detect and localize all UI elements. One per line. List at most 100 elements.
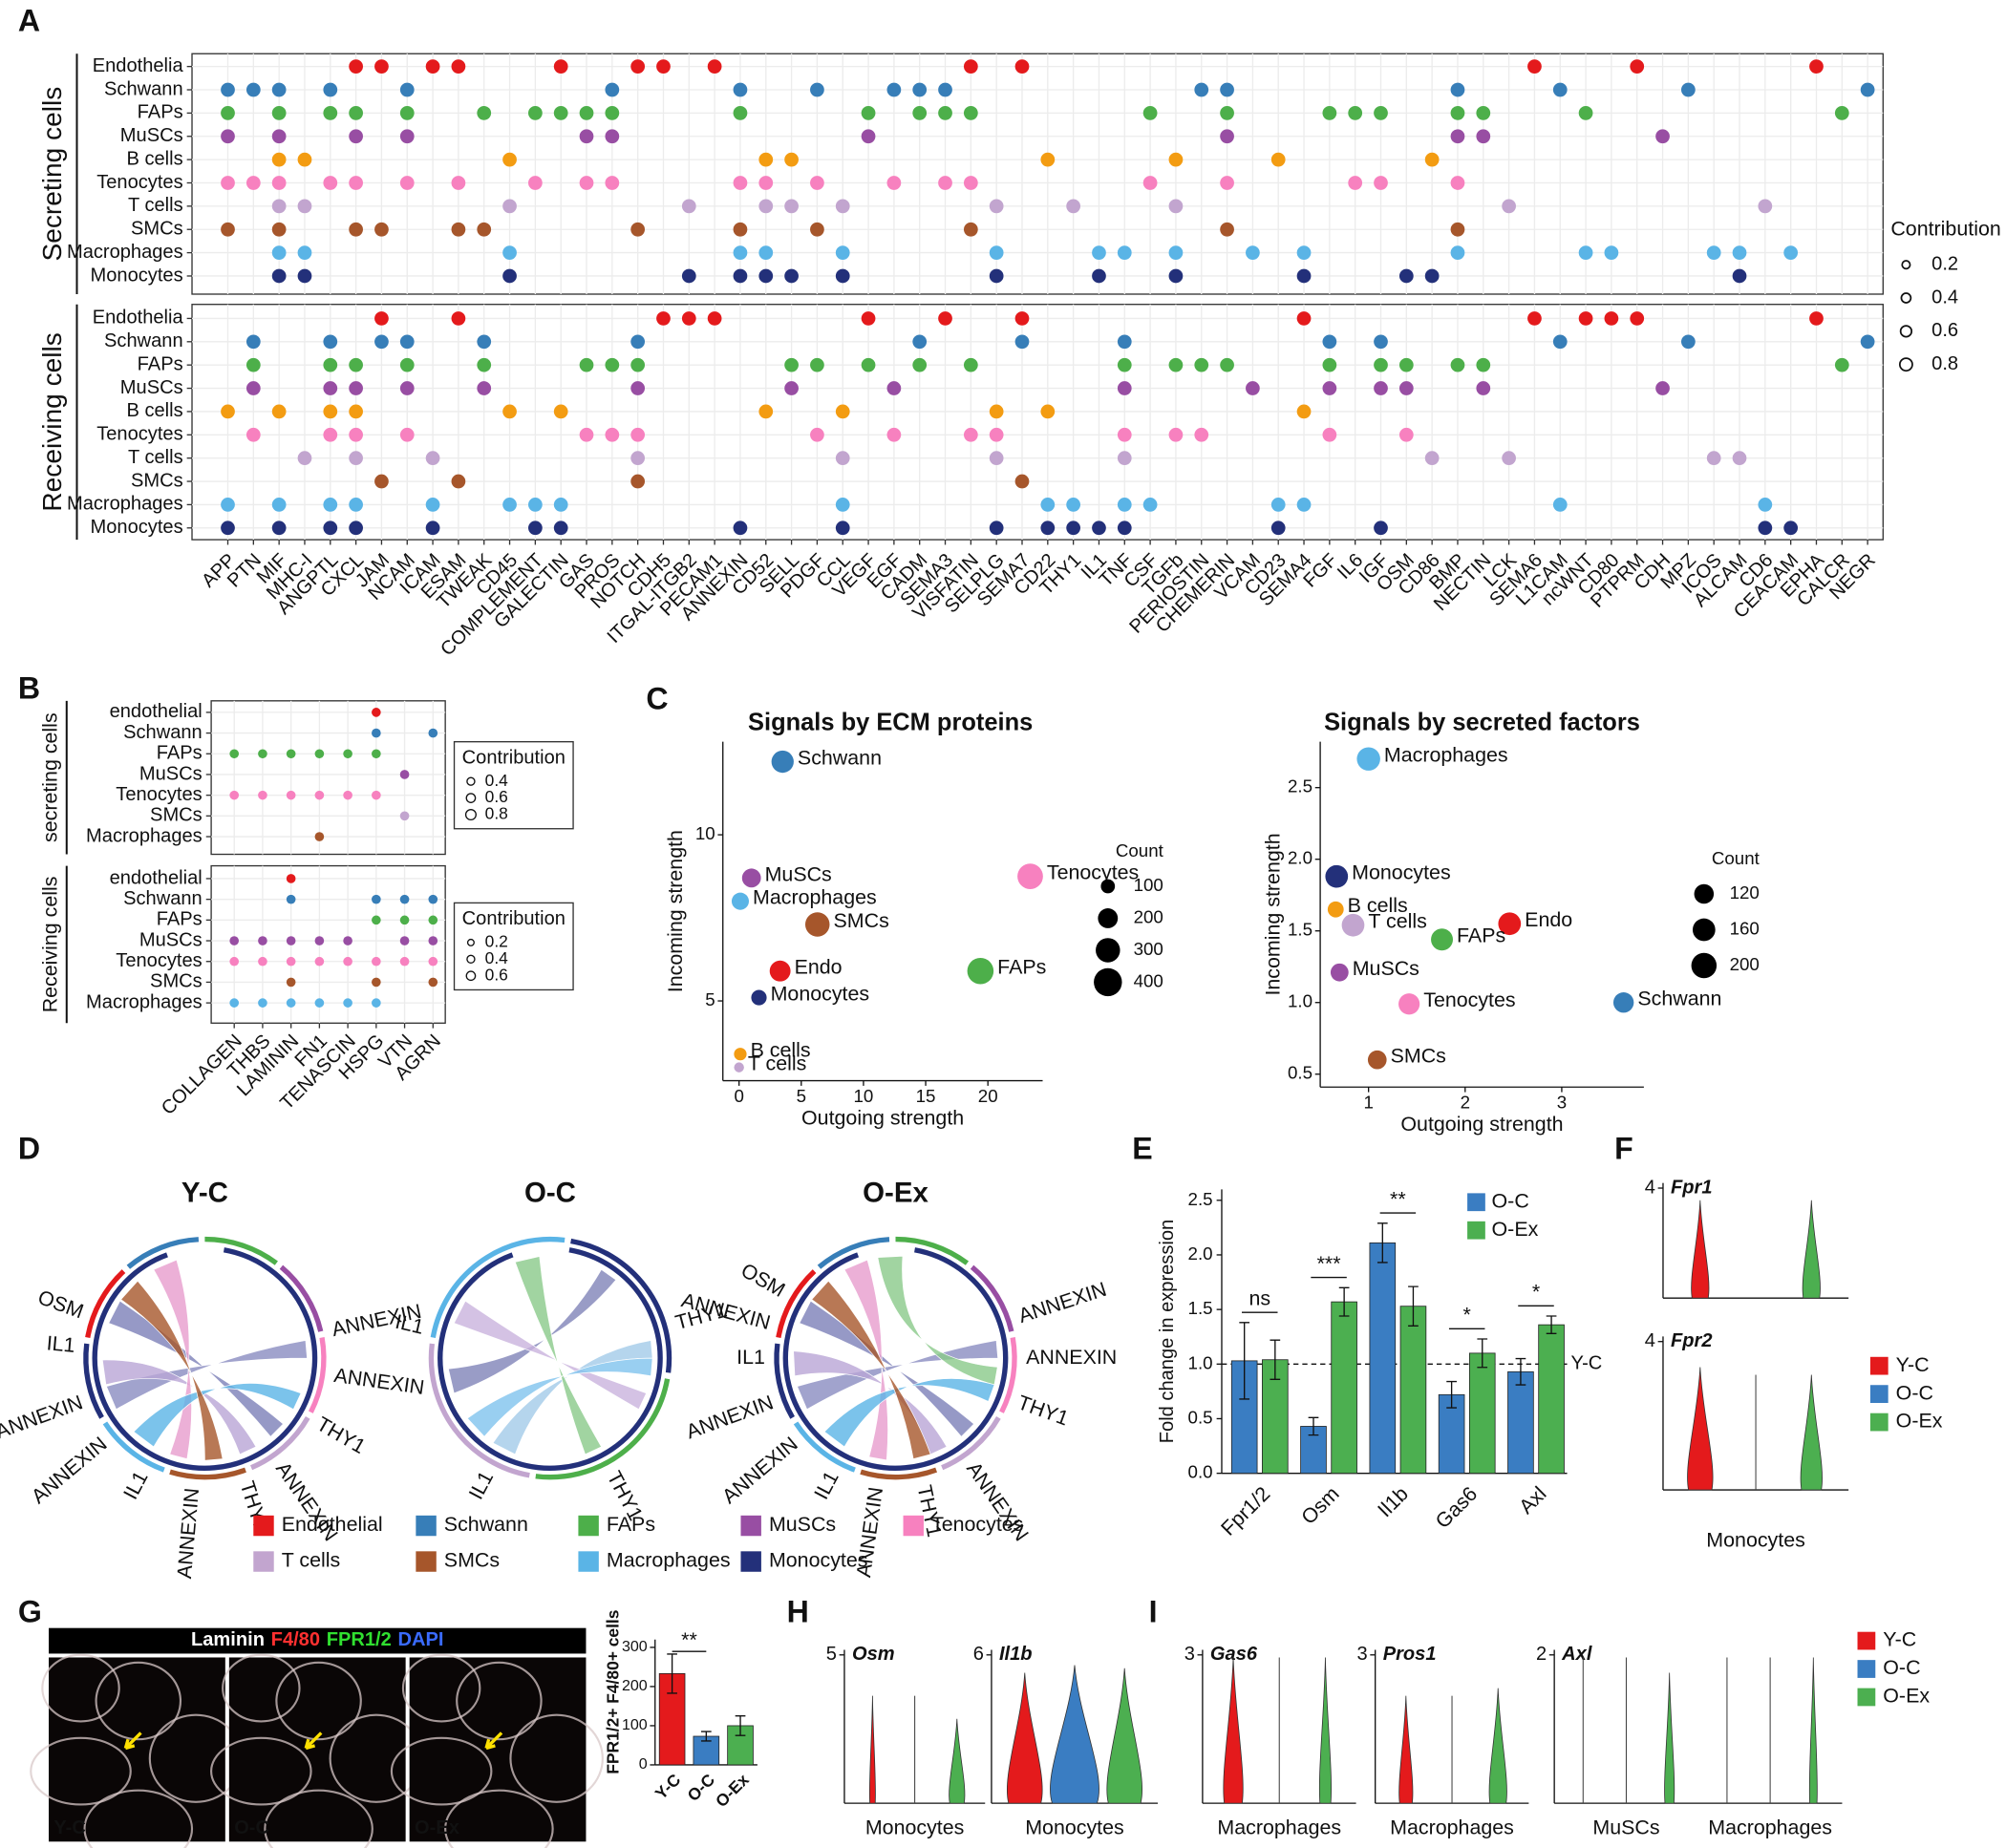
gene-label: Fpr2 xyxy=(1671,1330,1713,1351)
x-tick-label: Monocytes xyxy=(1025,1816,1124,1839)
outer-ring xyxy=(895,1236,970,1265)
violin xyxy=(1106,1667,1143,1804)
dot xyxy=(271,498,287,512)
legend-label: 0.6 xyxy=(485,787,508,806)
legend-swatch xyxy=(1857,1660,1876,1678)
legend-title: Contribution xyxy=(1890,218,2000,241)
legend-label: FAPs xyxy=(607,1513,655,1536)
point xyxy=(1327,901,1344,918)
dot xyxy=(605,427,620,442)
x-axis-label: Outgoing strength xyxy=(801,1106,964,1129)
dot xyxy=(343,936,352,945)
dot xyxy=(1706,245,1721,260)
row-label: B cells xyxy=(126,148,182,169)
outer-ring xyxy=(776,1269,817,1338)
dot xyxy=(912,106,928,120)
legend-swatch xyxy=(416,1515,437,1537)
violin xyxy=(1050,1665,1099,1804)
dot xyxy=(349,176,363,190)
dot xyxy=(810,357,824,372)
outer-ring xyxy=(535,1378,671,1480)
dot xyxy=(1450,245,1465,260)
dot xyxy=(1604,245,1619,260)
dot xyxy=(399,334,415,350)
row-label: MuSCs xyxy=(120,377,183,398)
dot xyxy=(733,222,748,237)
group-label: Secreting cells xyxy=(37,87,67,262)
micrograph xyxy=(409,1657,587,1842)
micrograph xyxy=(49,1657,225,1842)
dot xyxy=(258,956,267,966)
legend-label: 0.4 xyxy=(485,948,509,967)
row-label: T cells xyxy=(128,447,183,468)
error-bar xyxy=(1515,1357,1526,1386)
chord-label: OSM xyxy=(737,1259,789,1302)
legend-label: Schwann xyxy=(444,1513,528,1536)
dot xyxy=(1270,520,1286,536)
chord-label: IL1 xyxy=(810,1467,843,1503)
x-tick-label: Monocytes xyxy=(865,1816,965,1839)
legend-label: 200 xyxy=(1134,906,1163,926)
dot xyxy=(733,82,748,97)
x-tick-label: 2 xyxy=(1461,1093,1470,1113)
dot xyxy=(451,311,466,326)
legend-box xyxy=(453,741,574,830)
chord-title: O-Ex xyxy=(863,1178,928,1209)
dot xyxy=(314,936,325,945)
dot xyxy=(989,520,1004,536)
group-label: secreting cells xyxy=(38,712,61,842)
dot xyxy=(784,268,799,284)
point-label: Macrophages xyxy=(1384,744,1508,767)
group-label: Receiving cells xyxy=(38,877,61,1013)
violin xyxy=(1802,1200,1821,1299)
dot xyxy=(605,357,620,372)
legend-label: T cells xyxy=(282,1549,340,1572)
violin xyxy=(1800,1374,1823,1491)
dot xyxy=(314,749,325,759)
dot xyxy=(477,334,492,350)
dot xyxy=(271,152,287,167)
fiber-outline xyxy=(444,1789,554,1848)
dot xyxy=(221,520,235,536)
dot xyxy=(707,59,722,74)
dot xyxy=(1758,520,1773,536)
y-axis-label: Incoming strength xyxy=(664,830,687,992)
chord-label: ANNEXIN xyxy=(173,1487,203,1580)
legend-swatch xyxy=(1869,1356,1889,1375)
chord-label: IL1 xyxy=(393,1310,425,1339)
significance-label: ns xyxy=(1248,1286,1270,1309)
panel-letter: D xyxy=(18,1132,40,1166)
legend-label: Tenocytes xyxy=(931,1513,1023,1536)
dot xyxy=(258,998,267,1008)
dot xyxy=(372,998,381,1008)
dot xyxy=(1117,451,1132,466)
dot xyxy=(1450,129,1465,144)
dot xyxy=(938,176,952,190)
dot xyxy=(938,106,952,120)
dot xyxy=(502,199,517,214)
dot xyxy=(1681,334,1696,350)
dot xyxy=(1117,334,1132,350)
dot xyxy=(861,129,876,144)
dot xyxy=(349,357,363,372)
panel-letter: C xyxy=(646,681,668,715)
dot xyxy=(286,977,296,988)
legend-label: 0.2 xyxy=(1931,253,1958,274)
dot xyxy=(297,152,312,167)
legend-label: Endothelial xyxy=(282,1513,383,1536)
violin xyxy=(1687,1367,1714,1491)
significance-label: *** xyxy=(1317,1252,1341,1275)
point-label: FAPs xyxy=(1457,924,1505,947)
x-tick-label: MuSCs xyxy=(1592,1816,1659,1839)
dot xyxy=(579,106,594,120)
legend-size xyxy=(1691,952,1718,979)
dot xyxy=(553,520,568,536)
chord-label: ANNEXIN xyxy=(27,1433,111,1509)
dot xyxy=(1296,311,1312,326)
dot xyxy=(758,199,774,214)
y-tick-label: 1.0 xyxy=(1288,991,1312,1011)
dot xyxy=(1860,334,1875,350)
chord-label: THY1 xyxy=(312,1413,369,1458)
row-label: T cells xyxy=(128,195,183,216)
